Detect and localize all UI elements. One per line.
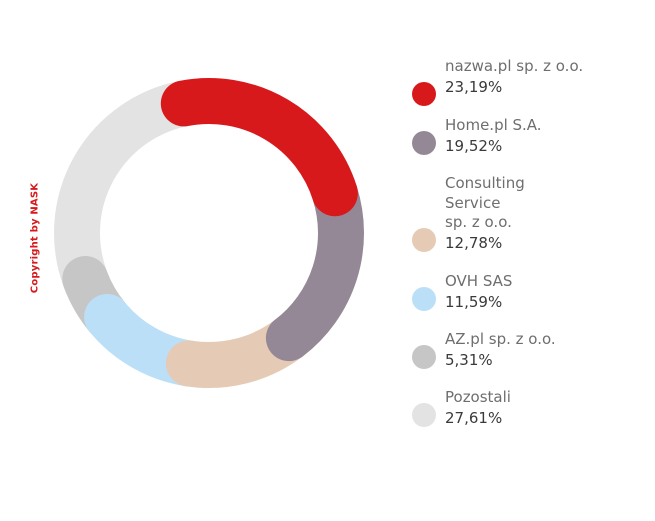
legend-swatch xyxy=(412,287,436,311)
donut-chart xyxy=(54,78,364,388)
legend-swatch xyxy=(412,403,436,427)
legend-swatch xyxy=(412,345,436,369)
legend-value: 27,61% xyxy=(445,408,503,427)
legend-item-consulting-service: Consulting Service sp. z o.o. 12,78% xyxy=(410,174,650,253)
legend-label: Consulting Service sp. z o.o. xyxy=(445,174,525,231)
donut-slice-nazwa-pl xyxy=(160,78,358,217)
copyright-watermark: Copyright by NASK xyxy=(29,182,41,294)
legend-swatch xyxy=(412,82,436,106)
legend-label: AZ.pl sp. z o.o. xyxy=(445,330,556,348)
legend-item-ovh-sas: OVH SAS 11,59% xyxy=(410,272,650,312)
legend-label: OVH SAS xyxy=(445,272,513,290)
legend-value: 12,78% xyxy=(445,233,503,252)
legend-item-nazwa-pl: nazwa.pl sp. z o.o. 23,19% xyxy=(410,57,650,107)
donut-slice-pozostali xyxy=(54,80,189,287)
legend-label: Home.pl S.A. xyxy=(445,116,542,134)
legend-label: nazwa.pl sp. z o.o. xyxy=(445,57,584,75)
legend-swatch xyxy=(412,131,436,155)
legend-swatch xyxy=(412,228,436,252)
chart-legend: nazwa.pl sp. z o.o. 23,19% Home.pl S.A. … xyxy=(410,57,650,428)
legend-value: 11,59% xyxy=(445,292,503,311)
legend-value: 19,52% xyxy=(445,136,503,155)
legend-label: Pozostali xyxy=(445,388,511,406)
legend-value: 23,19% xyxy=(445,77,503,96)
legend-item-pozostali: Pozostali 27,61% xyxy=(410,388,650,428)
legend-item-az-pl: AZ.pl sp. z o.o. 5,31% xyxy=(410,330,650,370)
legend-value: 5,31% xyxy=(445,350,493,369)
legend-item-home-pl: Home.pl S.A. 19,52% xyxy=(410,116,650,156)
